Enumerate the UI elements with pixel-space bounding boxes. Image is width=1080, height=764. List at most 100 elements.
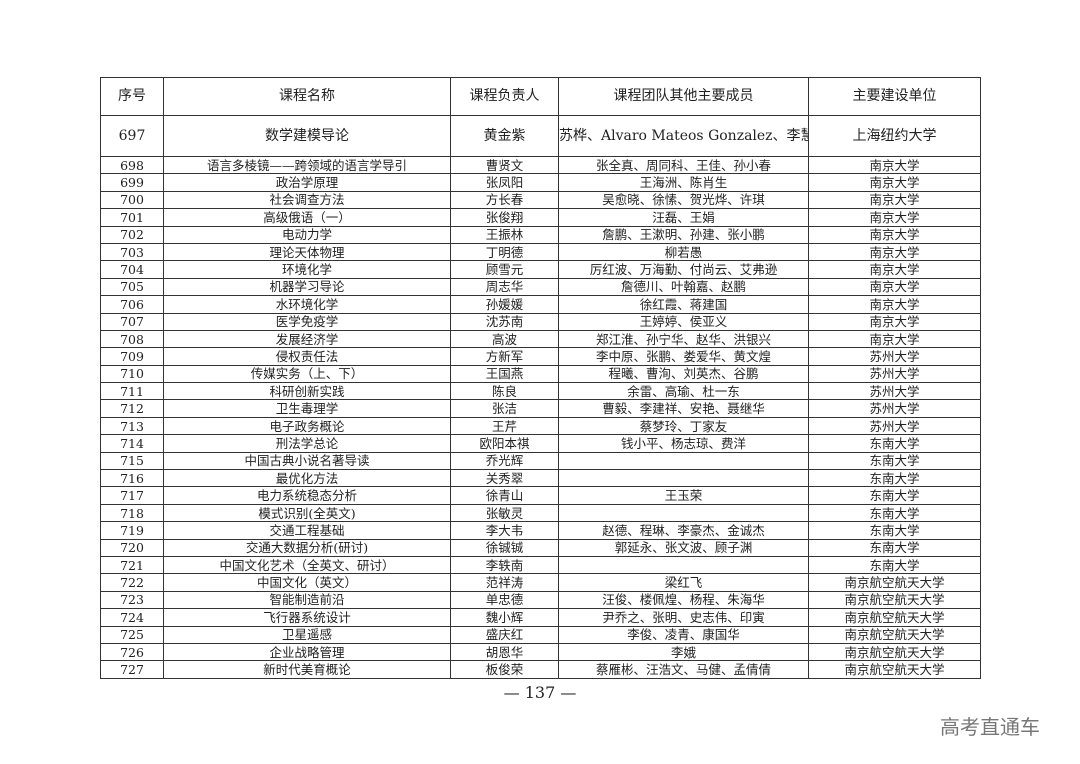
cell-index: 703 [100,242,164,262]
table-row: 703 理论天体物理 丁明德 柳若愚 南京大学 [100,242,981,262]
table-row: 706 水环境化学 孙媛媛 徐红霞、蒋建国 南京大学 [100,295,981,314]
table-header: 序号 课程名称 课程负责人 课程团队其他主要成员 主要建设单位 [100,77,981,116]
cell-members: 王婷婷、侯亚义 [558,312,809,331]
cell-leader: 徐铖铖 [450,538,559,557]
table-row: 711 科研创新实践 陈良 余雷、高瑜、杜一东 苏州大学 [100,382,981,401]
cell-unit: 南京航空航天大学 [808,590,981,610]
cell-leader: 张凤阳 [450,173,559,192]
table-row: 717 电力系统稳态分析 徐青山 王玉荣 东南大学 [100,486,981,505]
cell-members: 王海洲、陈肖生 [558,173,809,192]
cell-course: 侵权责任法 [163,347,451,366]
cell-index: 709 [100,347,164,366]
table-row: 697 数学建模导论 黄金紫 苏桦、Alvaro Mateos Gonzalez、李慧… [100,115,981,157]
table-row: 700 社会调查方法 方长春 吴愈晓、徐愫、贺光烨、许琪 南京大学 [100,190,981,210]
cell-unit: 东南大学 [808,521,981,540]
cell-index: 715 [100,451,164,471]
cell-index: 713 [100,416,164,436]
cell-course: 中国古典小说名著导读 [163,451,451,471]
cell-index: 707 [100,312,164,331]
cell-course: 理论天体物理 [163,242,451,262]
cell-members: 梁红飞 [558,573,809,592]
cell-members: 柳若愚 [558,242,809,262]
cell-unit: 苏州大学 [808,347,981,366]
header-leader: 课程负责人 [450,77,559,116]
cell-members: 詹鹏、王漱明、孙建、张小鹏 [558,225,809,244]
table-row: 718 模式识别(全英文) 张敏灵 东南大学 [100,503,981,523]
cell-unit: 南京大学 [808,295,981,314]
cell-members: 钱小平、杨志琼、费洋 [558,434,809,453]
cell-leader: 板俊荣 [450,660,559,679]
cell-course: 中国文化（英文） [163,573,451,592]
cell-leader: 黄金紫 [450,115,559,157]
cell-unit: 南京航空航天大学 [808,660,981,679]
cell-course: 科研创新实践 [163,382,451,401]
cell-leader: 曹贤文 [450,155,559,175]
cell-index: 705 [100,277,164,297]
cell-unit: 南京航空航天大学 [808,608,981,627]
course-table: 序号 课程名称 课程负责人 课程团队其他主要成员 主要建设单位 697 数学建模导… [100,77,981,679]
cell-leader: 李轶南 [450,555,559,575]
cell-index: 701 [100,208,164,227]
cell-course: 中国文化艺术（全英文、研讨） [163,555,451,575]
cell-members [558,503,809,523]
cell-course: 社会调查方法 [163,190,451,210]
cell-unit: 东南大学 [808,555,981,575]
table-row: 713 电子政务概论 王芹 蔡梦玲、丁家友 苏州大学 [100,416,981,436]
cell-members: 尹乔之、张明、史志伟、印寅 [558,608,809,627]
cell-index: 714 [100,434,164,453]
cell-members: 李俊、凌青、康国华 [558,625,809,644]
cell-index: 725 [100,625,164,644]
cell-leader: 关秀翠 [450,469,559,488]
cell-leader: 张敏灵 [450,503,559,523]
table-row: 708 发展经济学 高波 郑江淮、孙宁华、赵华、洪银兴 南京大学 [100,329,981,349]
cell-index: 708 [100,329,164,349]
table-row: 710 传媒实务（上、下） 王国燕 程曦、曹洵、刘英杰、谷鹏 苏州大学 [100,364,981,384]
cell-course: 企业战略管理 [163,642,451,662]
cell-leader: 张俊翔 [450,208,559,227]
cell-index: 718 [100,503,164,523]
cell-index: 722 [100,573,164,592]
cell-course: 政治学原理 [163,173,451,192]
cell-leader: 范祥涛 [450,573,559,592]
cell-index: 698 [100,155,164,175]
cell-members: 蔡雁彬、汪浩文、马健、孟倩倩 [558,660,809,679]
cell-members: 厉红波、万海勤、付尚云、艾弗逊 [558,260,809,279]
header-course: 课程名称 [163,77,451,116]
table-row: 704 环境化学 顾雪元 厉红波、万海勤、付尚云、艾弗逊 南京大学 [100,260,981,279]
cell-leader: 沈苏南 [450,312,559,331]
cell-members: 徐红霞、蒋建国 [558,295,809,314]
cell-unit: 南京大学 [808,155,981,175]
cell-index: 712 [100,399,164,418]
cell-course: 卫生毒理学 [163,399,451,418]
cell-course: 智能制造前沿 [163,590,451,610]
cell-unit: 东南大学 [808,469,981,488]
cell-index: 702 [100,225,164,244]
cell-unit: 南京大学 [808,208,981,227]
cell-members: 张全真、周同科、王佳、孙小春 [558,155,809,175]
cell-index: 726 [100,642,164,662]
cell-course: 新时代美育概论 [163,660,451,679]
cell-unit: 南京航空航天大学 [808,642,981,662]
table-row: 705 机器学习导论 周志华 詹德川、叶翰嘉、赵鹏 南京大学 [100,277,981,297]
table-row: 719 交通工程基础 李大韦 赵德、程琳、李豪杰、金诚杰 东南大学 [100,521,981,540]
header-members: 课程团队其他主要成员 [558,77,809,116]
header-unit: 主要建设单位 [808,77,981,116]
table-row: 722 中国文化（英文） 范祥涛 梁红飞 南京航空航天大学 [100,573,981,592]
cell-leader: 单忠德 [450,590,559,610]
cell-unit: 南京大学 [808,312,981,331]
cell-unit: 南京大学 [808,329,981,349]
cell-unit: 南京大学 [808,260,981,279]
cell-index: 716 [100,469,164,488]
cell-members: 蔡梦玲、丁家友 [558,416,809,436]
page-number: — 137 — [503,683,577,702]
cell-course: 交通工程基础 [163,521,451,540]
cell-members: 汪磊、王娟 [558,208,809,227]
cell-leader: 方新军 [450,347,559,366]
cell-course: 最优化方法 [163,469,451,488]
cell-course: 发展经济学 [163,329,451,349]
cell-leader: 张洁 [450,399,559,418]
cell-index: 710 [100,364,164,384]
cell-index: 699 [100,173,164,192]
cell-course: 数学建模导论 [163,115,451,157]
cell-leader: 顾雪元 [450,260,559,279]
